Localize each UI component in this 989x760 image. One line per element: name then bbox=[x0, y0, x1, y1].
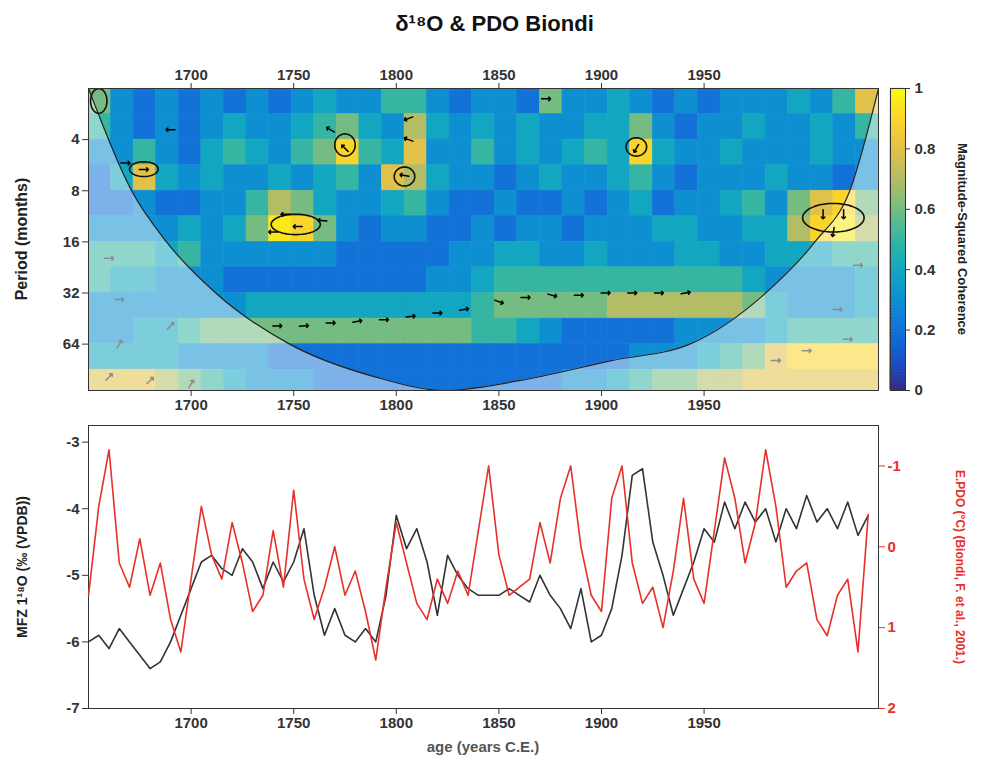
svg-text:1750: 1750 bbox=[277, 396, 310, 413]
svg-text:-3: -3 bbox=[66, 433, 79, 450]
svg-text:0.8: 0.8 bbox=[915, 140, 936, 157]
html-text:age (years C.E.): age (years C.E.) bbox=[426, 737, 540, 755]
svg-text:2: 2 bbox=[888, 699, 896, 716]
svg-text:8: 8 bbox=[71, 182, 79, 199]
svg-text:1900: 1900 bbox=[585, 714, 618, 731]
svg-text:1950: 1950 bbox=[687, 714, 720, 731]
svg-text:1700: 1700 bbox=[174, 396, 207, 413]
svg-text:1800: 1800 bbox=[380, 396, 413, 413]
svg-text:1: 1 bbox=[888, 618, 896, 635]
svg-text:1700: 1700 bbox=[174, 714, 207, 731]
html-text:Magnitude-Squared Coherence: Magnitude-Squared Coherence bbox=[954, 142, 970, 336]
svg-text:-7: -7 bbox=[66, 699, 79, 716]
svg-text:4: 4 bbox=[71, 130, 80, 147]
svg-text:-6: -6 bbox=[66, 633, 79, 650]
svg-text:0.4: 0.4 bbox=[915, 261, 937, 278]
svg-text:1950: 1950 bbox=[687, 66, 720, 83]
svg-text:1800: 1800 bbox=[380, 66, 413, 83]
svg-text:0.2: 0.2 bbox=[915, 321, 936, 338]
svg-text:64: 64 bbox=[63, 335, 80, 352]
svg-text:-5: -5 bbox=[66, 566, 79, 583]
svg-text:1700: 1700 bbox=[174, 66, 207, 83]
svg-text:1900: 1900 bbox=[585, 66, 618, 83]
svg-text:1950: 1950 bbox=[687, 396, 720, 413]
html-text:MFZ 1¹⁸O (‰ (VPDB)): MFZ 1¹⁸O (‰ (VPDB)) bbox=[14, 495, 30, 638]
svg-text:1750: 1750 bbox=[277, 714, 310, 731]
html-text:δ¹⁸O & PDO Biondi: δ¹⁸O & PDO Biondi bbox=[395, 11, 594, 36]
svg-text:-4: -4 bbox=[66, 500, 80, 517]
svg-text:1850: 1850 bbox=[482, 396, 515, 413]
svg-text:16: 16 bbox=[63, 233, 80, 250]
html-text:Period (months): Period (months) bbox=[13, 177, 30, 301]
svg-text:-1: -1 bbox=[888, 457, 901, 474]
svg-text:0.6: 0.6 bbox=[915, 200, 936, 217]
svg-text:0: 0 bbox=[888, 538, 896, 555]
svg-text:32: 32 bbox=[63, 284, 80, 301]
svg-text:1800: 1800 bbox=[380, 714, 413, 731]
svg-text:0: 0 bbox=[915, 381, 923, 398]
svg-text:1750: 1750 bbox=[277, 66, 310, 83]
svg-text:1850: 1850 bbox=[482, 714, 515, 731]
html-text:E.PDO (°C) (Biondi, F. et al.,: E.PDO (°C) (Biondi, F. et al., 2001.) bbox=[953, 469, 967, 664]
svg-text:1850: 1850 bbox=[482, 66, 515, 83]
svg-text:1900: 1900 bbox=[585, 396, 618, 413]
svg-text:1: 1 bbox=[915, 79, 923, 96]
